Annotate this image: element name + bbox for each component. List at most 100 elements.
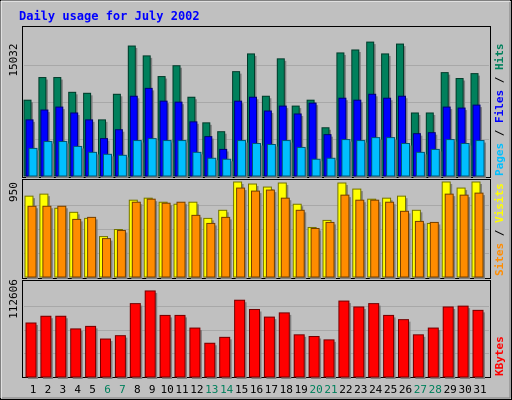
bar-sites-day-24 xyxy=(370,199,381,279)
bar-kbytes-day-16 xyxy=(249,309,262,379)
bar-pages-day-24 xyxy=(371,137,382,178)
bar-kbytes-day-5 xyxy=(85,325,98,379)
bar-pages-day-5 xyxy=(88,151,99,178)
x-label-day-6: 6 xyxy=(104,383,111,396)
x-label-day-17: 17 xyxy=(265,383,278,396)
bar-sites-day-25 xyxy=(385,201,396,279)
bar-sites-day-5 xyxy=(87,216,98,279)
bar-pages-day-9 xyxy=(147,138,159,178)
x-label-day-7: 7 xyxy=(119,383,126,396)
chart-title: Daily usage for July 2002 xyxy=(19,9,200,23)
bar-sites-day-21 xyxy=(325,221,336,279)
x-label-day-5: 5 xyxy=(89,383,96,396)
bar-sites-day-31 xyxy=(474,192,485,279)
bar-pages-day-28 xyxy=(430,148,442,178)
bar-sites-day-10 xyxy=(161,202,173,279)
x-label-day-30: 30 xyxy=(458,383,471,396)
bar-kbytes-day-8 xyxy=(129,303,143,379)
bar-sites-day-12 xyxy=(191,214,202,279)
bar-pages-day-15 xyxy=(237,140,248,178)
bar-kbytes-day-29 xyxy=(442,306,456,379)
bar-pages-day-26 xyxy=(401,143,412,178)
bar-kbytes-day-30 xyxy=(457,305,471,379)
x-label-day-24: 24 xyxy=(369,383,383,396)
bar-pages-day-11 xyxy=(177,140,188,178)
legend-pages: Pages xyxy=(493,143,506,176)
bar-sites-day-27 xyxy=(414,220,426,279)
x-label-day-15: 15 xyxy=(235,383,248,396)
bar-sites-day-23 xyxy=(355,199,366,279)
bar-sites-day-6 xyxy=(102,238,113,279)
bar-kbytes-day-10 xyxy=(159,314,173,379)
x-label-day-19: 19 xyxy=(295,383,308,396)
bar-kbytes-day-2 xyxy=(40,315,53,379)
legend-top: Pages / Files / Hits xyxy=(493,44,506,177)
bar-pages-day-7 xyxy=(117,154,129,178)
x-label-day-3: 3 xyxy=(59,383,66,396)
bar-kbytes-day-25 xyxy=(383,314,396,379)
bar-kbytes-day-28 xyxy=(427,327,441,379)
x-label-day-21: 21 xyxy=(324,383,337,396)
bar-pages-day-1 xyxy=(28,147,39,178)
bar-sites-day-22 xyxy=(340,194,351,279)
bar-kbytes-day-9 xyxy=(144,290,158,379)
x-label-day-26: 26 xyxy=(399,383,412,396)
bar-kbytes-day-13 xyxy=(204,342,217,379)
bar-pages-day-6 xyxy=(103,153,114,178)
bar-marks xyxy=(23,41,486,379)
bar-pages-day-17 xyxy=(266,143,278,178)
bar-pages-day-30 xyxy=(460,143,472,178)
svg-text:Sites / Visits: Sites / Visits xyxy=(493,183,506,276)
x-label-day-14: 14 xyxy=(220,383,234,396)
bar-kbytes-day-15 xyxy=(234,299,247,379)
bar-pages-day-16 xyxy=(252,143,263,178)
bar-sites-day-30 xyxy=(459,194,471,279)
y-tick-top: 15032 xyxy=(7,43,20,76)
bar-pages-day-19 xyxy=(296,146,308,178)
x-label-day-18: 18 xyxy=(280,383,293,396)
y-tick-bottom: 112606 xyxy=(7,279,20,319)
x-label-day-12: 12 xyxy=(190,383,203,396)
bar-pages-day-18 xyxy=(281,140,293,178)
bar-kbytes-day-12 xyxy=(189,327,202,379)
svg-text:KBytes: KBytes xyxy=(493,336,506,376)
bar-kbytes-day-1 xyxy=(25,322,38,379)
legend-visits: Visits xyxy=(493,183,506,223)
x-label-day-4: 4 xyxy=(74,383,81,396)
bar-sites-day-20 xyxy=(310,227,322,279)
x-label-day-22: 22 xyxy=(339,383,352,396)
bar-pages-day-14 xyxy=(222,158,233,178)
bar-sites-day-15 xyxy=(236,187,247,279)
x-label-day-1: 1 xyxy=(30,383,37,396)
bar-pages-day-27 xyxy=(415,151,427,178)
bar-kbytes-day-23 xyxy=(353,306,366,379)
bar-kbytes-day-27 xyxy=(412,334,426,379)
bar-pages-day-22 xyxy=(341,139,352,178)
bar-sites-day-1 xyxy=(27,205,38,279)
x-label-day-11: 11 xyxy=(175,383,188,396)
x-label-day-28: 28 xyxy=(429,383,442,396)
legend-bottom: KBytes xyxy=(493,336,506,376)
bar-kbytes-day-11 xyxy=(174,314,187,379)
bar-sites-day-28 xyxy=(429,221,441,279)
bar-sites-day-2 xyxy=(42,205,53,279)
bar-kbytes-day-18 xyxy=(278,312,292,379)
x-label-day-13: 13 xyxy=(205,383,218,396)
bar-kbytes-day-17 xyxy=(263,316,277,379)
bar-kbytes-day-6 xyxy=(100,338,113,379)
bar-pages-day-13 xyxy=(207,157,218,178)
legend-kbytes: KBytes xyxy=(493,336,506,376)
svg-text:Pages / Files / Hits: Pages / Files / Hits xyxy=(493,44,506,177)
bar-pages-day-3 xyxy=(58,141,69,178)
x-label-day-23: 23 xyxy=(354,383,367,396)
bar-sites-day-9 xyxy=(146,198,158,279)
bar-kbytes-day-7 xyxy=(114,335,128,379)
bar-kbytes-day-24 xyxy=(368,303,381,379)
bar-sites-day-29 xyxy=(444,193,456,279)
bar-sites-day-26 xyxy=(400,210,411,279)
bar-sites-day-17 xyxy=(265,189,277,279)
bar-kbytes-day-19 xyxy=(293,334,307,379)
x-label-day-16: 16 xyxy=(250,383,263,396)
